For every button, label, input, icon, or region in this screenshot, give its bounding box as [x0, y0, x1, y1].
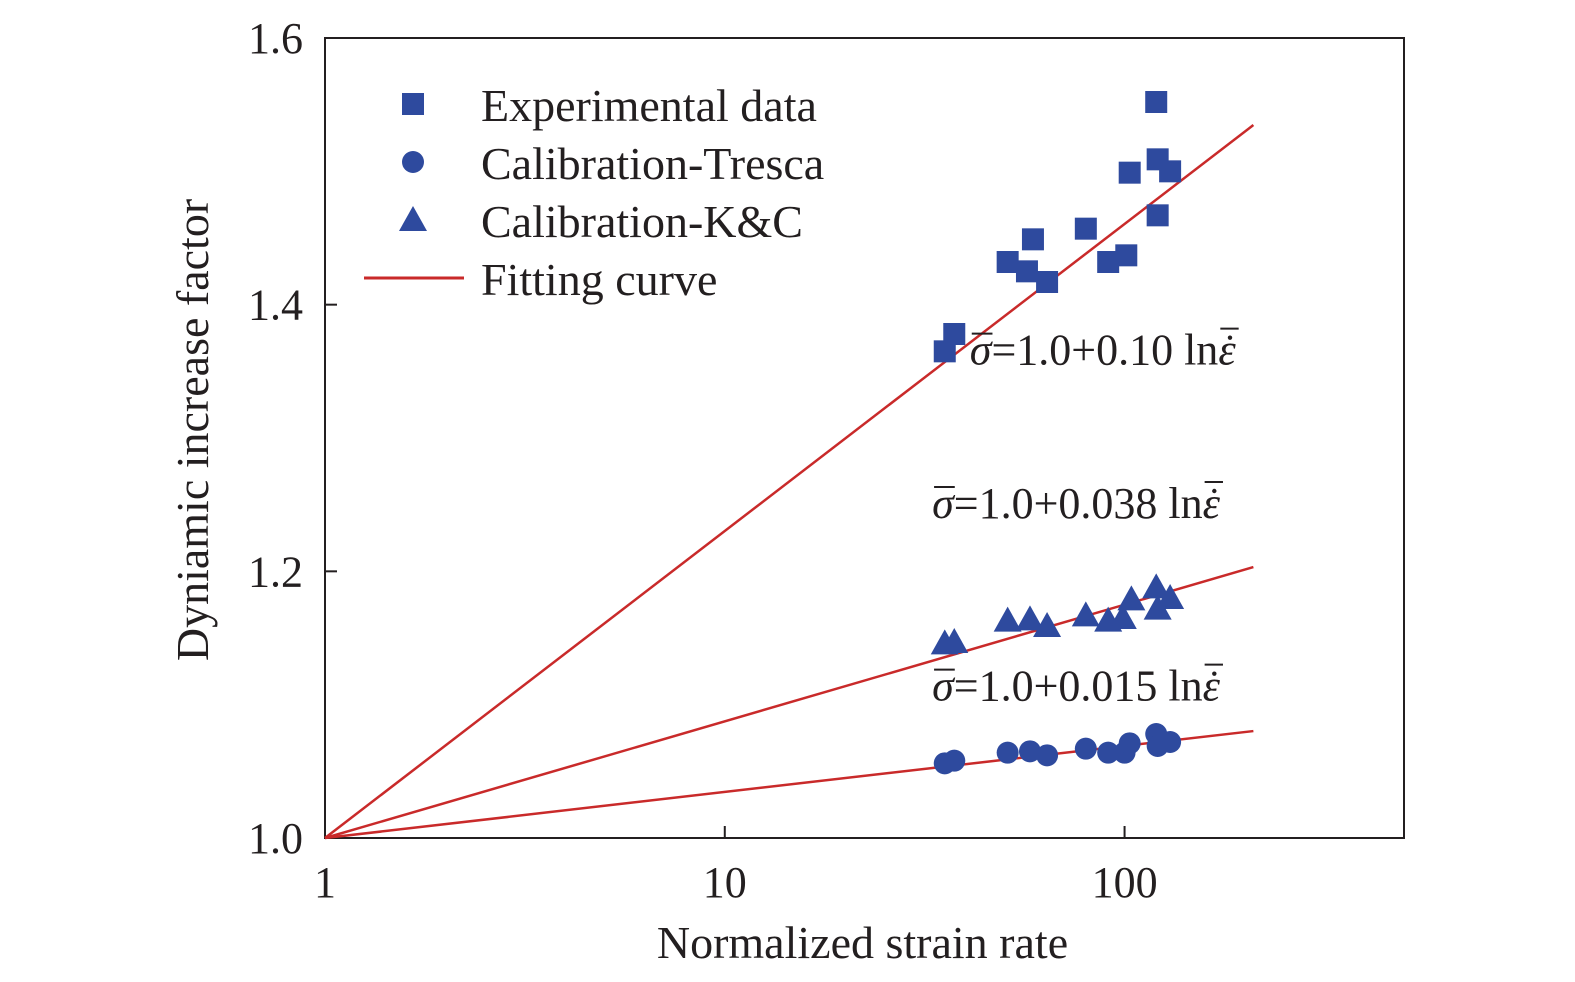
data-point-circle [1159, 731, 1182, 753]
x-axis-title: Normalized strain rate [657, 917, 1068, 968]
data-point-square [1118, 161, 1141, 184]
data-point-square [943, 323, 966, 345]
data-point-triangle [1142, 573, 1171, 599]
x-tick-label: 1 [314, 858, 336, 907]
data-point-circle [1118, 732, 1141, 755]
fit-line-2 [324, 565, 1254, 840]
x-tick-label: 100 [1092, 858, 1158, 907]
dot-epsilon [1227, 335, 1233, 340]
data-point-square [1146, 204, 1169, 227]
y-tick-label: 1.4 [248, 281, 303, 330]
axes: 1 10 100 1.0 1.2 1.4 1.6 Normalized strain rate… [167, 14, 1405, 968]
data-point-square [1097, 251, 1120, 273]
data-point-square [1145, 91, 1168, 113]
data-point-triangle [940, 628, 969, 653]
data-point-square [1036, 271, 1059, 293]
data-point-circle [943, 749, 966, 772]
plot-frame [324, 37, 1405, 839]
data-point-triangle [1108, 604, 1137, 629]
data-point-triangle [1117, 585, 1146, 611]
data-point-square [996, 251, 1019, 273]
y-axis-title: Dyniamic increase factor [167, 199, 218, 661]
equation-label-1: σ=1.0+0.10 lnε [970, 326, 1237, 375]
y-tick-label: 1.6 [248, 14, 303, 63]
data-point-square [1074, 217, 1097, 240]
data-point-triangle [1015, 605, 1044, 631]
equation-annotations: σ=1.0+0.10 lnε σ=1.0+0.038 lnε σ=1.0+0.015… [932, 326, 1239, 711]
data-point-triangle [993, 606, 1022, 632]
data-point-square [1159, 160, 1182, 183]
fit-line-1 [324, 124, 1255, 839]
y-tick-label: 1.0 [248, 814, 303, 863]
data-point-triangle [1156, 584, 1185, 609]
legend: Experimental data Calibration-Tresca Calib… [364, 80, 824, 305]
legend-square-icon [402, 93, 424, 115]
data-point-square [1115, 244, 1138, 267]
data-point-circle [1097, 741, 1120, 764]
legend-circle-icon [402, 151, 424, 173]
data-point-square [933, 340, 956, 363]
data-point-circle [1074, 737, 1097, 760]
data-point-triangle [1071, 601, 1100, 627]
x-tick-label: 10 [703, 858, 747, 907]
data-markers [930, 91, 1185, 775]
legend-label-1: Experimental data [481, 80, 817, 131]
data-point-square [1015, 260, 1038, 283]
y-tick-label: 1.2 [248, 547, 303, 596]
legend-label-2: Calibration-Tresca [481, 138, 824, 189]
data-point-circle [996, 741, 1019, 764]
data-point-triangle [1033, 612, 1062, 637]
equation-label-2: σ=1.0+0.038 lnε [932, 479, 1221, 528]
data-point-square [1021, 228, 1044, 251]
legend-triangle-icon [399, 206, 427, 231]
legend-label-3: Calibration-K&C [481, 196, 803, 247]
data-point-circle [1036, 744, 1059, 767]
legend-label-4: Fitting curve [481, 254, 717, 305]
data-point-circle [1018, 740, 1041, 763]
equation-label-3: σ=1.0+0.015 lnε [932, 662, 1221, 711]
dot-epsilon [1212, 671, 1217, 676]
dot-epsilon [1212, 488, 1217, 494]
